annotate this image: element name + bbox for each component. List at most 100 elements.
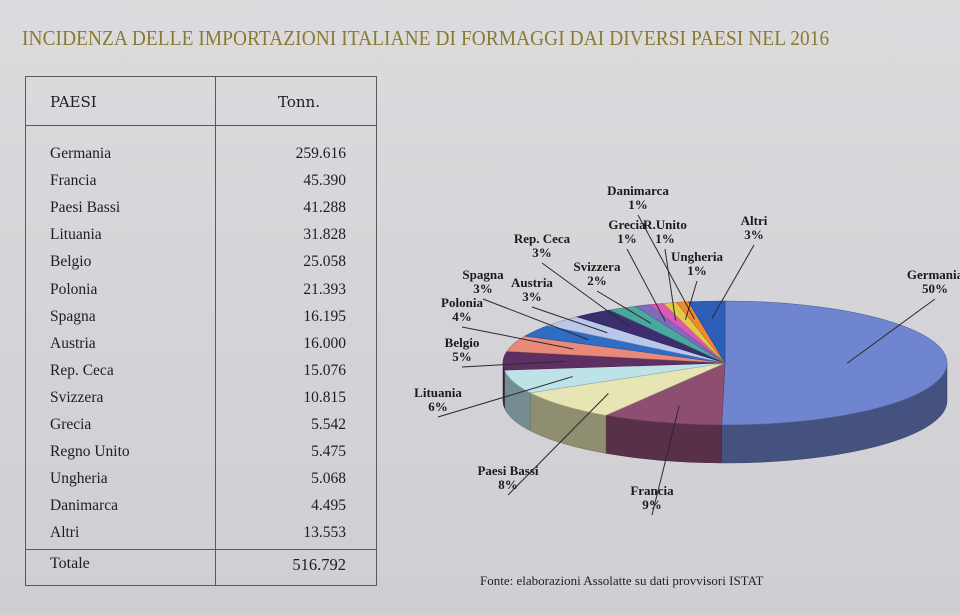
page-title: INCIDENZA DELLE IMPORTAZIONI ITALIANE DI… — [22, 26, 830, 50]
leader-line — [637, 214, 695, 320]
table-row: Svizzera 10.815 — [26, 385, 376, 412]
table-header-divider — [26, 125, 376, 126]
table-row: Lituania 31.828 — [26, 222, 376, 249]
country-name: Austria — [50, 334, 96, 352]
table-row: Francia 45.390 — [26, 168, 376, 195]
tonnes-value: 41.288 — [303, 199, 346, 217]
country-name: Grecia — [50, 416, 92, 433]
table-row: Belgio 25.058 — [26, 249, 376, 276]
table-row: Grecia 5.542 — [26, 412, 376, 439]
slice-label: Austria — [511, 275, 553, 290]
tonnes-value: 4.495 — [311, 497, 346, 515]
slice-label: Paesi Bassi — [477, 463, 538, 478]
leader-line — [482, 298, 589, 341]
slice-percent: 50% — [922, 281, 948, 296]
header-tonnes: Tonn. — [278, 93, 320, 111]
leader-line — [461, 326, 574, 350]
country-name: Regno Unito — [50, 443, 130, 461]
table-row: Regno Unito 5.475 — [26, 439, 376, 466]
slice-label: Spagna — [462, 267, 504, 282]
country-name: Belgio — [50, 253, 92, 271]
leader-line — [437, 376, 573, 418]
country-name: Altri — [50, 524, 80, 542]
slice-percent: 3% — [522, 289, 542, 304]
total-value: 516.792 — [292, 555, 346, 574]
imports-table: PAESI Tonn. Germania 259.616 Francia 45.390… — [25, 76, 377, 586]
tonnes-value: 31.828 — [303, 226, 346, 244]
pie-sides — [502, 362, 948, 464]
slice-label: Grecia — [608, 217, 646, 232]
table-total-row: Totale 516.792 — [26, 551, 376, 578]
leader-line — [507, 393, 609, 496]
leader-line — [596, 290, 652, 324]
country-name: Paesi Bassi — [50, 199, 121, 217]
country-name: Danimarca — [50, 497, 118, 515]
slice-percent: 9% — [642, 497, 662, 512]
slice-percent: 1% — [655, 231, 675, 246]
tonnes-value: 5.475 — [311, 443, 346, 461]
tonnes-value: 5.542 — [311, 416, 346, 433]
table-row: Austria 16.000 — [26, 331, 376, 358]
slice-percent: 3% — [473, 281, 493, 296]
country-name: Polonia — [50, 280, 98, 298]
leader-line — [846, 298, 936, 364]
slice-label: Germania — [907, 267, 960, 282]
table-row: Paesi Bassi 41.288 — [26, 195, 376, 222]
country-name: Lituania — [50, 226, 102, 244]
leader-line — [684, 280, 698, 320]
country-name: Rep. Ceca — [50, 361, 114, 379]
pie-chart: Germania 50% Francia 9% Paesi Bassi 8% Lituani… — [390, 175, 960, 535]
table-row: Rep. Ceca 15.076 — [26, 358, 376, 385]
slice-label: R.Unito — [643, 217, 687, 232]
leader-line — [531, 306, 608, 334]
leader-line — [461, 360, 566, 368]
slice-label: Polonia — [441, 295, 483, 310]
slice-label: Lituania — [414, 385, 462, 400]
slice-percent: 3% — [532, 245, 552, 260]
leader-line — [711, 244, 755, 319]
slice-percent: 3% — [744, 227, 764, 242]
total-label: Totale — [50, 555, 90, 572]
tonnes-value: 45.390 — [303, 172, 346, 190]
slice-percent: 1% — [628, 197, 648, 212]
table-column-divider — [215, 77, 216, 585]
slice-percent: 5% — [452, 349, 472, 364]
slice-label: Ungheria — [671, 249, 724, 264]
pie-slices — [502, 300, 948, 426]
table-row: Polonia 21.393 — [26, 277, 376, 304]
leader-line — [664, 248, 677, 321]
table-row: Altri 13.553 — [26, 520, 376, 547]
slice-label: Svizzera — [574, 259, 621, 274]
country-name: Francia — [50, 172, 97, 190]
slice-percent: 4% — [452, 309, 472, 324]
tonnes-value: 15.076 — [303, 361, 346, 379]
table-row: Danimarca 4.495 — [26, 493, 376, 520]
tonnes-value: 16.000 — [303, 334, 346, 352]
slice-label: Belgio — [445, 335, 480, 350]
header-country: PAESI — [50, 93, 97, 111]
tonnes-value: 13.553 — [303, 524, 346, 542]
tonnes-value: 25.058 — [303, 253, 346, 271]
slice-percent: 1% — [687, 263, 707, 278]
table-row: Spagna 16.195 — [26, 304, 376, 331]
table-total-divider — [26, 549, 376, 550]
tonnes-value: 10.815 — [303, 388, 346, 406]
source-note: Fonte: elaborazioni Assolatte su dati pr… — [480, 573, 764, 588]
leader-line — [541, 262, 631, 328]
country-name: Svizzera — [50, 388, 104, 406]
slice-label: Francia — [630, 483, 674, 498]
leader-line — [626, 248, 666, 322]
slice-percent: 1% — [617, 231, 637, 246]
table-row: Ungheria 5.068 — [26, 466, 376, 493]
tonnes-value: 259.616 — [295, 145, 346, 162]
leader-line — [651, 405, 680, 516]
table-row: Germania 259.616 — [26, 141, 376, 168]
tonnes-value: 16.195 — [303, 307, 346, 325]
tonnes-value: 21.393 — [303, 280, 346, 298]
country-name: Germania — [50, 145, 112, 162]
slice-label: Altri — [741, 213, 768, 228]
slice-percent: 6% — [428, 399, 448, 414]
